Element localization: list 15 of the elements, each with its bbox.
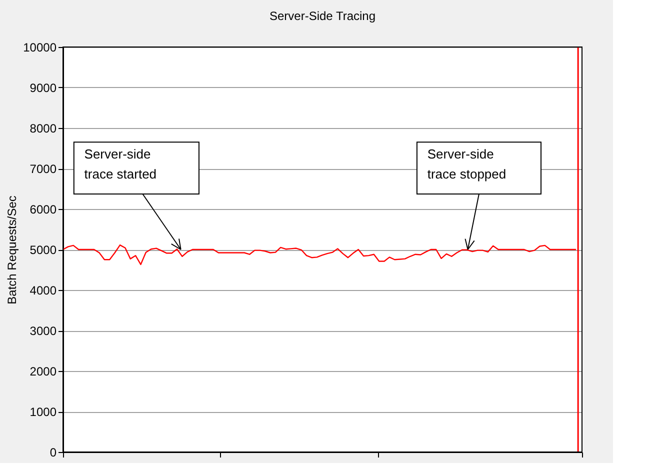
y-tick-label: 0 bbox=[50, 446, 57, 460]
y-tick-label: 6000 bbox=[30, 202, 57, 216]
y-tick-label: 4000 bbox=[30, 284, 57, 298]
annotation: Server-side trace started bbox=[84, 146, 157, 182]
y-tick-label: 1000 bbox=[30, 405, 57, 419]
y-tick-label: 5000 bbox=[30, 243, 57, 257]
y-axis-title: Batch Requests/Sec bbox=[5, 196, 20, 304]
y-tick-label: 3000 bbox=[30, 324, 57, 338]
y-tick-label: 7000 bbox=[30, 162, 57, 176]
chart-title: Server-Side Tracing bbox=[269, 9, 376, 23]
annotation: Server-side trace stopped bbox=[427, 146, 506, 182]
y-tick-label: 9000 bbox=[30, 81, 57, 95]
y-tick-label: 2000 bbox=[30, 364, 57, 378]
y-tick-label: 8000 bbox=[30, 122, 57, 136]
y-tick-label: 10000 bbox=[23, 40, 57, 54]
